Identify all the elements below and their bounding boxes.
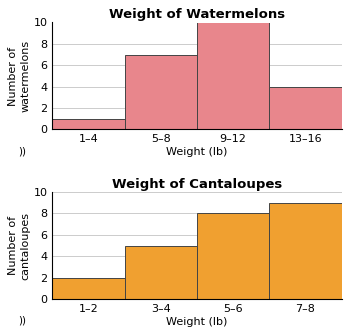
X-axis label: Weight (lb): Weight (lb) (166, 147, 228, 157)
Y-axis label: Number of
watermelons: Number of watermelons (8, 40, 31, 112)
Title: Weight of Watermelons: Weight of Watermelons (109, 8, 285, 21)
X-axis label: Weight (lb): Weight (lb) (166, 317, 228, 327)
Bar (125, 246, 197, 299)
Bar (197, 213, 270, 299)
Bar (270, 203, 342, 299)
Text: )): )) (18, 316, 26, 326)
Title: Weight of Cantaloupes: Weight of Cantaloupes (112, 178, 282, 191)
Bar (270, 87, 342, 129)
Text: )): )) (18, 146, 26, 156)
Bar (52, 119, 125, 129)
Bar (125, 55, 197, 129)
Y-axis label: Number of
cantaloupes: Number of cantaloupes (8, 212, 31, 279)
Bar (197, 22, 270, 129)
Bar (52, 278, 125, 299)
